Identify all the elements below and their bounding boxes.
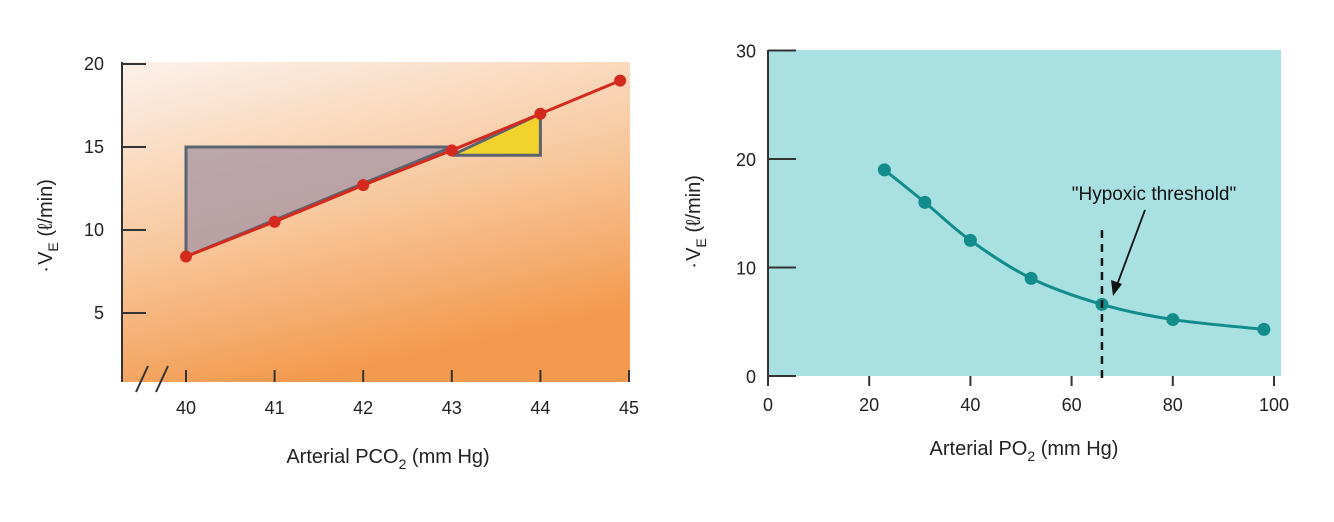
series-line	[185, 79, 621, 258]
data-point	[1024, 271, 1038, 285]
y-tick-label: 5	[94, 303, 104, 323]
y-tick-label: 30	[736, 42, 756, 62]
series-points	[180, 74, 627, 263]
x-tick-label: 0	[763, 395, 773, 415]
small-ratio-triangle	[451, 111, 542, 157]
y-tick-label: 15	[84, 137, 104, 157]
data-point	[357, 179, 370, 192]
annotation-arrow	[1111, 209, 1146, 296]
data-point	[918, 195, 932, 209]
chart-pco2: 5 10 15 20 40 41 42 43 44 45 Arterial PCO2 (mm H…	[35, 54, 639, 472]
y-tick-label: 20	[736, 150, 756, 170]
chart-po2-background	[768, 50, 1281, 376]
x-tick-label: 20	[859, 395, 879, 415]
y-ticks: 5 10 15 20	[84, 54, 146, 323]
y-tick-label: 10	[736, 259, 756, 279]
data-point	[614, 74, 627, 87]
x-axis-label: Arterial PO2 (mm Hg)	[930, 438, 1119, 464]
series-points	[877, 163, 1271, 336]
x-tick-label: 60	[1062, 395, 1082, 415]
x-tick-label: 100	[1259, 395, 1289, 415]
y-tick-label: 10	[84, 220, 104, 240]
data-point	[180, 250, 192, 263]
data-point	[1166, 313, 1180, 327]
y-axis-label-dot: ·	[691, 254, 698, 276]
y-ticks: 0 10 20 30	[736, 42, 796, 387]
data-point	[877, 163, 891, 177]
data-point	[534, 107, 547, 120]
data-point	[1257, 322, 1271, 336]
y-axis-label: VE (ℓ/min)	[683, 175, 709, 261]
data-point	[445, 144, 458, 157]
y-tick-label: 20	[84, 54, 104, 74]
x-ticks: 0 20 40 60 80 100	[763, 376, 1289, 415]
y-axis-label-dot: ·	[43, 258, 50, 280]
x-tick-label: 45	[619, 398, 639, 418]
y-tick-label: 0	[746, 367, 756, 387]
x-tick-label: 40	[176, 398, 196, 418]
y-axis-label: VE (ℓ/min)	[35, 179, 61, 265]
x-tick-label: 40	[960, 395, 980, 415]
x-ticks: 40 41 42 43 44 45	[176, 370, 639, 418]
data-point	[963, 233, 977, 247]
chart-po2: 0 10 20 30 0 20 40 60 80 100 "Hypoxic threshold"…	[683, 42, 1289, 465]
x-tick-label: 44	[530, 398, 550, 418]
hypoxic-threshold-label: "Hypoxic threshold"	[1072, 184, 1237, 205]
x-tick-label: 43	[442, 398, 462, 418]
axis-break	[135, 365, 169, 393]
x-tick-label: 42	[353, 398, 373, 418]
x-tick-label: 41	[265, 398, 285, 418]
x-tick-label: 80	[1163, 395, 1183, 415]
x-axis-label: Arterial PCO2 (mm Hg)	[286, 446, 489, 472]
data-point	[268, 215, 281, 228]
